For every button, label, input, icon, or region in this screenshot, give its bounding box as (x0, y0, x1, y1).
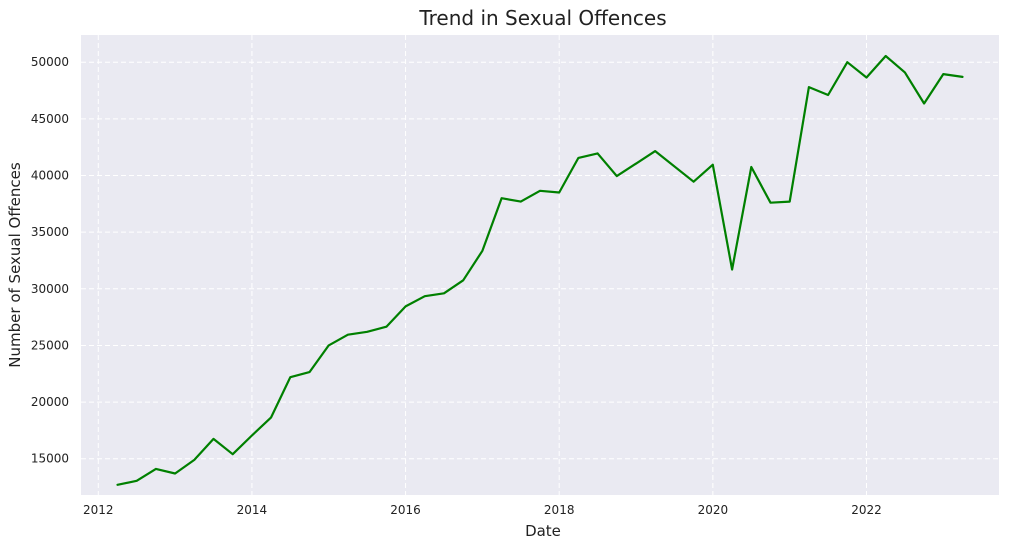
x-tick-labels: 2012 2014 2016 2018 2020 2022 (83, 503, 882, 517)
x-tick-label: 2014 (237, 503, 268, 517)
series-group (116, 54, 964, 486)
x-tick-label: 2020 (698, 503, 729, 517)
y-tick-label: 25000 (31, 338, 69, 352)
y-tick-label: 20000 (31, 395, 69, 409)
y-tick-labels: 15000 20000 25000 30000 35000 40000 45000 50000 (31, 55, 69, 466)
x-tick-label: 2012 (83, 503, 114, 517)
x-grid (97, 35, 867, 495)
y-tick-label: 50000 (31, 55, 69, 69)
x-axis-label: Date (525, 522, 561, 540)
y-tick-label: 45000 (31, 112, 69, 126)
y-grid (81, 61, 999, 460)
y-axis-label: Number of Sexual Offences (6, 162, 24, 368)
y-tick-label: 15000 (31, 452, 69, 466)
y-tick-label: 30000 (31, 282, 69, 296)
x-tick-label: 2022 (851, 503, 882, 517)
chart-title: Trend in Sexual Offences (418, 6, 666, 30)
x-tick-label: 2018 (544, 503, 575, 517)
y-tick-label: 40000 (31, 168, 69, 182)
y-tick-label: 35000 (31, 225, 69, 239)
x-tick-label: 2016 (390, 503, 421, 517)
series-line (116, 54, 964, 486)
plot-background (81, 35, 999, 495)
